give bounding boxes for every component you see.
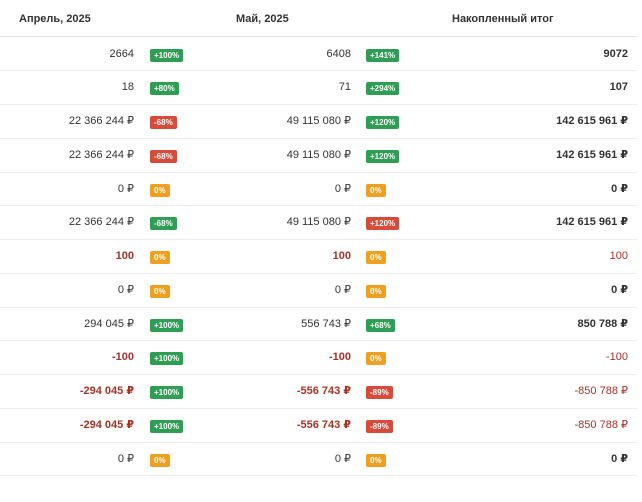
change-badge: 0% xyxy=(150,251,170,264)
table-row: 22 366 244 ₽ -68% 49 115 080 ₽ +120% 142 615… xyxy=(0,105,637,139)
header-divider xyxy=(0,36,637,37)
table-row: -294 045 ₽ +100% -556 743 ₽ -89% -850 788 ₽ xyxy=(0,375,637,409)
total-value: 9072 xyxy=(603,47,628,60)
change-badge: +100% xyxy=(150,419,184,433)
total-value: 142 615 961 ₽ xyxy=(556,115,628,127)
change-badge: +100% xyxy=(150,352,184,366)
total-value: 142 615 961 ₽ xyxy=(556,216,628,229)
column-header[interactable]: Накопленный итог xyxy=(452,13,554,25)
april-value: 18 xyxy=(121,81,134,94)
april-value: 0 ₽ xyxy=(117,283,134,296)
table-row: -294 045 ₽ +100% -556 743 ₽ -89% -850 788 ₽ xyxy=(0,409,637,443)
change-badge: 0% xyxy=(150,183,170,197)
change-badge: -68% xyxy=(150,116,177,129)
april-value: 2664 xyxy=(109,47,134,60)
table-row: 2664 +100% 6408 +141% 9072 xyxy=(0,38,637,72)
may-value: 100 xyxy=(332,250,351,262)
may-value: 49 115 080 ₽ xyxy=(286,148,351,161)
april-value: 22 366 244 ₽ xyxy=(68,115,134,127)
total-value: 850 788 ₽ xyxy=(577,317,628,330)
april-value: 294 045 ₽ xyxy=(84,317,134,330)
table-row: 0 ₽ 0% 0 ₽ 0% 0 ₽ xyxy=(0,274,637,308)
april-value: -100 xyxy=(111,351,134,364)
change-badge: 0% xyxy=(150,284,170,298)
may-value: 0 ₽ xyxy=(334,283,351,296)
total-value: 107 xyxy=(609,81,628,94)
total-value: 0 ₽ xyxy=(611,283,628,296)
total-value: 0 ₽ xyxy=(611,452,628,465)
table-row: 18 +80% 71 +294% 107 xyxy=(0,71,637,105)
change-badge: +80% xyxy=(150,82,179,96)
may-value: -556 743 ₽ xyxy=(296,418,351,431)
change-badge: +100% xyxy=(150,48,184,62)
change-badge: +294% xyxy=(366,82,400,96)
table-row: 22 366 244 ₽ -68% 49 115 080 ₽ +120% 142 615… xyxy=(0,139,637,173)
may-value: 0 ₽ xyxy=(334,452,351,465)
change-badge: +120% xyxy=(366,116,400,129)
may-value: -556 743 ₽ xyxy=(296,385,351,397)
total-value: 142 615 961 ₽ xyxy=(556,148,628,161)
table-row: 0 ₽ 0% 0 ₽ 0% 0 ₽ xyxy=(0,173,637,207)
change-badge: 0% xyxy=(366,183,386,197)
change-badge: +68% xyxy=(366,318,395,332)
column-header[interactable]: Апрель, 2025 xyxy=(19,13,91,25)
april-value: -294 045 ₽ xyxy=(79,385,134,397)
table-row: -100 +100% -100 0% -100 xyxy=(0,341,637,375)
change-badge: 0% xyxy=(366,453,386,467)
change-badge: -68% xyxy=(150,217,177,231)
change-badge: +100% xyxy=(150,386,184,399)
may-value: 49 115 080 ₽ xyxy=(286,216,351,229)
april-value: 100 xyxy=(115,250,134,262)
change-badge: +120% xyxy=(366,217,400,231)
may-value: 0 ₽ xyxy=(334,182,351,195)
change-badge: 0% xyxy=(366,284,386,298)
april-value: 22 366 244 ₽ xyxy=(68,148,134,161)
table-row: 22 366 244 ₽ -68% 49 115 080 ₽ +120% 142 615… xyxy=(0,206,637,240)
may-value: -100 xyxy=(328,351,351,364)
change-badge: +141% xyxy=(366,48,400,62)
may-value: 49 115 080 ₽ xyxy=(286,115,351,127)
change-badge: 0% xyxy=(150,453,170,467)
change-badge: 0% xyxy=(366,251,386,264)
april-value: -294 045 ₽ xyxy=(79,418,134,431)
table-row: 100 0% 100 0% 100 xyxy=(0,240,637,274)
april-value: 22 366 244 ₽ xyxy=(68,216,134,229)
table-row: 0 ₽ 0% 0 ₽ 0% 0 ₽ xyxy=(0,443,637,477)
may-value: 6408 xyxy=(326,47,351,60)
april-value: 0 ₽ xyxy=(117,452,134,465)
total-value: 0 ₽ xyxy=(611,182,628,195)
total-value: -850 788 ₽ xyxy=(574,385,628,397)
may-value: 556 743 ₽ xyxy=(301,317,351,330)
change-badge: -68% xyxy=(150,149,177,163)
change-badge: +120% xyxy=(366,149,400,163)
total-value: 100 xyxy=(609,250,628,262)
change-badge: -89% xyxy=(366,419,393,433)
april-value: 0 ₽ xyxy=(117,182,134,195)
change-badge: +100% xyxy=(150,318,184,332)
table-row: 294 045 ₽ +100% 556 743 ₽ +68% 850 788 ₽ xyxy=(0,308,637,342)
total-value: -850 788 ₽ xyxy=(574,418,628,431)
total-value: -100 xyxy=(605,351,628,364)
column-header[interactable]: Май, 2025 xyxy=(236,13,289,25)
change-badge: 0% xyxy=(366,352,386,366)
change-badge: -89% xyxy=(366,386,393,399)
may-value: 71 xyxy=(338,81,351,94)
